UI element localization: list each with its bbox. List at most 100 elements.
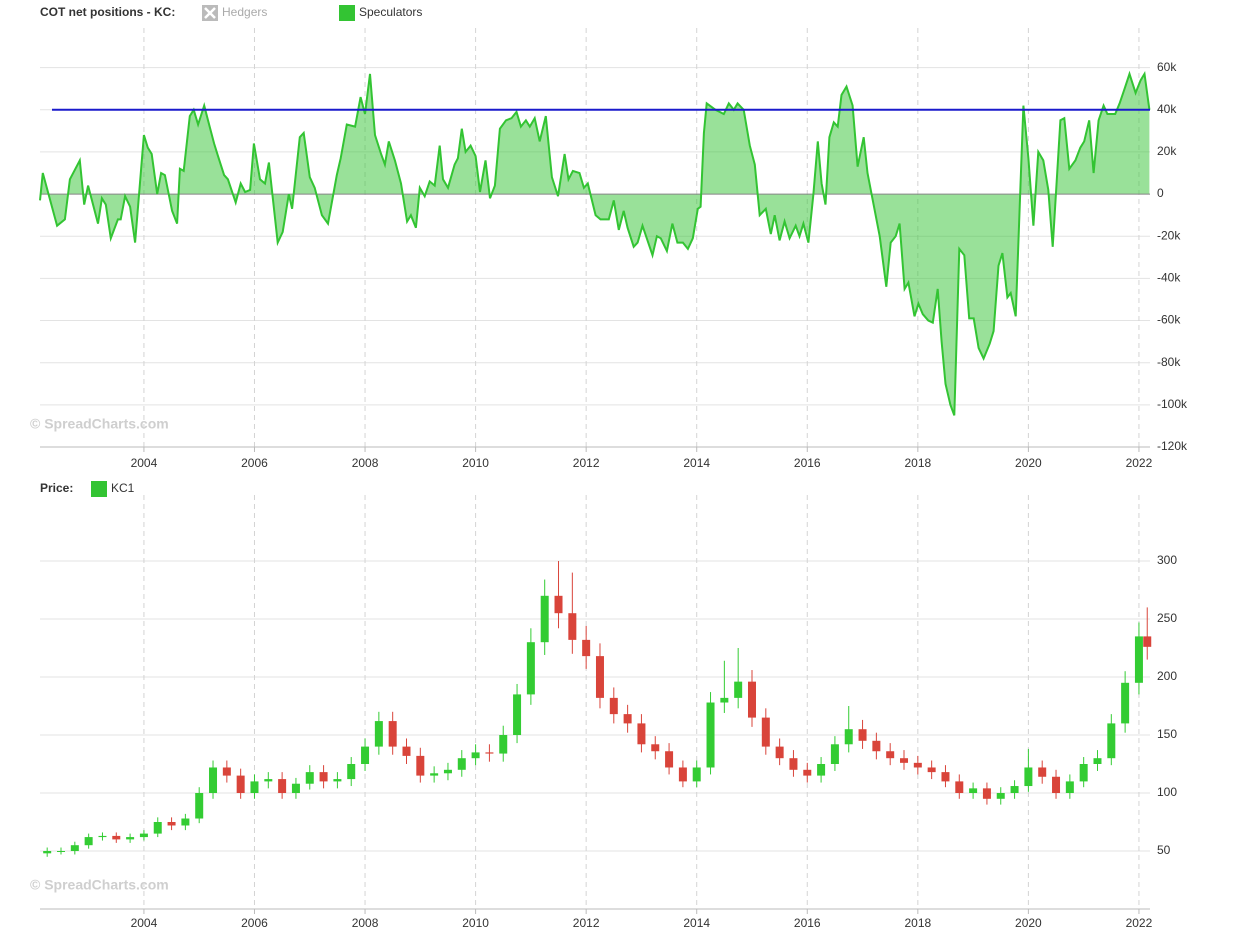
candle-body	[195, 793, 204, 819]
candle-body	[568, 613, 577, 640]
y-tick-label: 50	[1157, 843, 1171, 857]
candle-body	[430, 773, 439, 776]
candle-body	[1052, 776, 1061, 793]
candle-body	[886, 751, 895, 759]
y-tick-label: -120k	[1157, 439, 1188, 453]
y-tick-label: -60k	[1157, 313, 1181, 327]
candle-body	[665, 751, 674, 768]
candle-body	[1121, 682, 1130, 724]
legend-label: Hedgers	[222, 5, 267, 19]
candle-body	[167, 822, 176, 826]
candle-body	[969, 788, 978, 793]
candle-body	[485, 752, 494, 754]
candle-body	[941, 772, 950, 782]
watermark: © SpreadCharts.com	[30, 416, 169, 432]
candle-body	[57, 851, 66, 852]
candle-body	[996, 793, 1005, 799]
candle-body	[471, 752, 480, 759]
candle-body	[1038, 767, 1047, 777]
candle-body	[844, 729, 853, 745]
candle-body	[1143, 636, 1152, 647]
candle-body	[457, 758, 466, 770]
candle-body	[1134, 636, 1143, 683]
candle-body	[637, 723, 646, 745]
candle-body	[374, 721, 383, 747]
x-tick-label: 2004	[131, 916, 158, 930]
line	[39, 70, 1151, 416]
candle-body	[98, 835, 107, 838]
candle-body	[181, 818, 190, 826]
candle-body	[526, 642, 535, 695]
candle-body	[43, 851, 52, 854]
legend-swatch	[339, 5, 355, 21]
x-tick-label: 2020	[1015, 456, 1042, 470]
candle-body	[789, 758, 798, 770]
x-tick-label: 2018	[904, 456, 931, 470]
candle-body	[595, 656, 604, 698]
x-tick-label: 2010	[462, 456, 489, 470]
candle-body	[706, 702, 715, 768]
y-tick-label: 300	[1157, 553, 1177, 567]
candle-body	[264, 779, 273, 782]
candle-body	[734, 681, 743, 698]
y-tick-label: 200	[1157, 669, 1177, 683]
candle-body	[250, 781, 259, 793]
candle-body	[858, 729, 867, 741]
y-tick-label: -80k	[1157, 355, 1181, 369]
candle-body	[402, 746, 411, 756]
y-tick-label: 20k	[1157, 144, 1177, 158]
candle-body	[720, 697, 729, 703]
candle-body	[513, 694, 522, 735]
candle-body	[1065, 781, 1074, 793]
candle-body	[416, 755, 425, 776]
candle-body	[982, 788, 991, 799]
candle-body	[139, 833, 148, 838]
y-tick-label: 0	[1157, 186, 1164, 200]
x-tick-label: 2006	[241, 456, 268, 470]
x-tick-label: 2016	[794, 456, 821, 470]
x-tick-label: 2012	[573, 916, 600, 930]
candle-body	[278, 779, 287, 793]
candle-body	[209, 767, 218, 793]
legend-label: Speculators	[359, 5, 422, 19]
legend-label: KC1	[111, 481, 135, 495]
candle-body	[305, 772, 314, 784]
x-tick-label: 2014	[683, 916, 710, 930]
candle-body	[1107, 723, 1116, 759]
candle-body	[291, 783, 300, 793]
x-tick-label: 2010	[462, 916, 489, 930]
candle-body	[747, 681, 756, 718]
candle-body	[126, 837, 135, 840]
legend-swatch	[91, 481, 107, 497]
candle-body	[761, 717, 770, 747]
candle-body	[388, 721, 397, 747]
x-tick-label: 2014	[683, 456, 710, 470]
candle-body	[775, 746, 784, 759]
y-tick-label: -40k	[1157, 271, 1181, 285]
candle-body	[112, 835, 121, 840]
candle-body	[1010, 786, 1019, 793]
x-tick-label: 2022	[1126, 456, 1153, 470]
candle-body	[1079, 764, 1088, 782]
candle-body	[900, 758, 909, 763]
candle-body	[913, 762, 922, 768]
candle-body	[84, 837, 93, 846]
watermark: © SpreadCharts.com	[30, 877, 169, 893]
candle-body	[651, 744, 660, 752]
candle-body	[692, 767, 701, 782]
chart-title: COT net positions - KC:	[40, 5, 175, 19]
candle-body	[609, 697, 618, 715]
candle-body	[554, 595, 563, 614]
candle-body	[319, 772, 328, 782]
candle-body	[955, 781, 964, 793]
candle-body	[830, 744, 839, 764]
candle-body	[817, 764, 826, 776]
y-tick-label: 100	[1157, 785, 1177, 799]
y-tick-label: 60k	[1157, 60, 1177, 74]
legend-hidden-icon	[204, 7, 216, 19]
candle-body	[443, 769, 452, 774]
candle-body	[678, 767, 687, 782]
x-tick-label: 2022	[1126, 916, 1153, 930]
area	[40, 73, 1150, 416]
candle-body	[70, 845, 79, 851]
